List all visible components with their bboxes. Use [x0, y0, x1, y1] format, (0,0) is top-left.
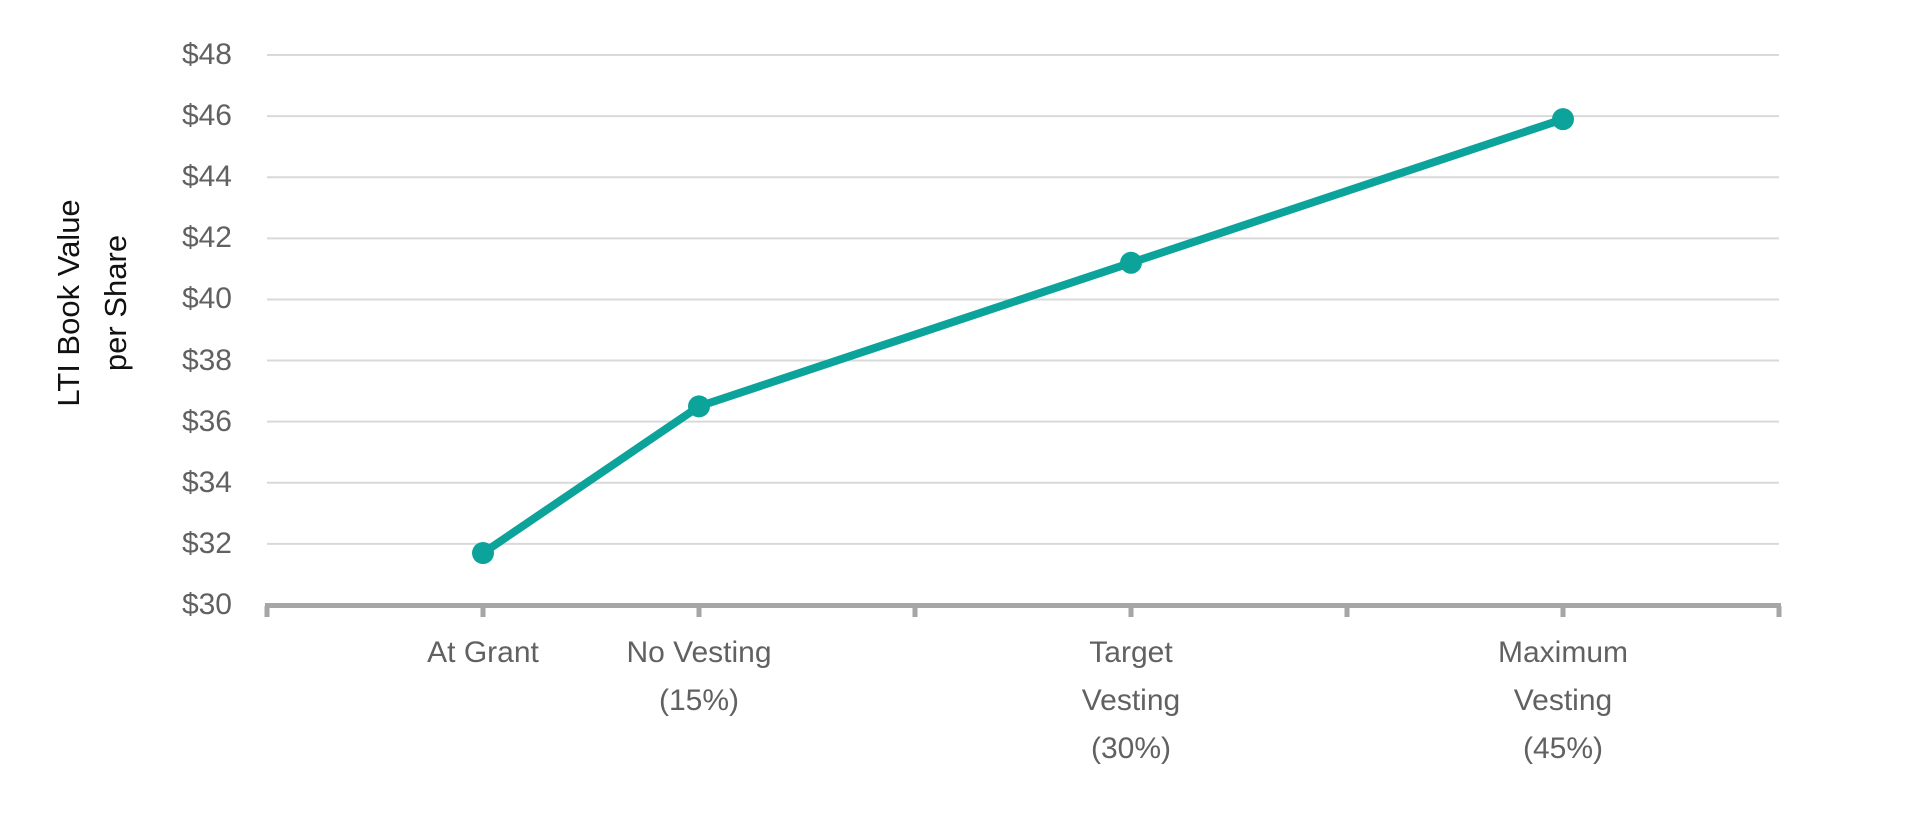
y-tick-label: $34	[181, 465, 232, 499]
data-point-marker	[1552, 108, 1574, 131]
y-tick-label: $30	[181, 588, 232, 621]
y-tick-label: $46	[181, 99, 232, 133]
y-tick-label: $32	[181, 526, 232, 560]
data-point-marker	[688, 395, 710, 418]
y-tick-label: $36	[181, 404, 232, 438]
y-tick-label: $40	[181, 282, 232, 316]
y-tick-label: $38	[181, 343, 232, 377]
y-tick-label: $44	[181, 160, 232, 194]
x-category-label: At Grant	[427, 636, 539, 669]
x-category-label: Maximum Vesting (45%)	[1497, 636, 1628, 765]
x-category-label: Target Vesting (30%)	[1081, 636, 1181, 765]
data-point-marker	[472, 542, 494, 565]
x-category-label: No Vesting (15%)	[626, 636, 772, 717]
y-tick-label: $48	[181, 38, 232, 71]
data-point-marker	[1120, 251, 1142, 274]
series-line	[479, 115, 1567, 558]
y-tick-label: $42	[181, 221, 232, 255]
